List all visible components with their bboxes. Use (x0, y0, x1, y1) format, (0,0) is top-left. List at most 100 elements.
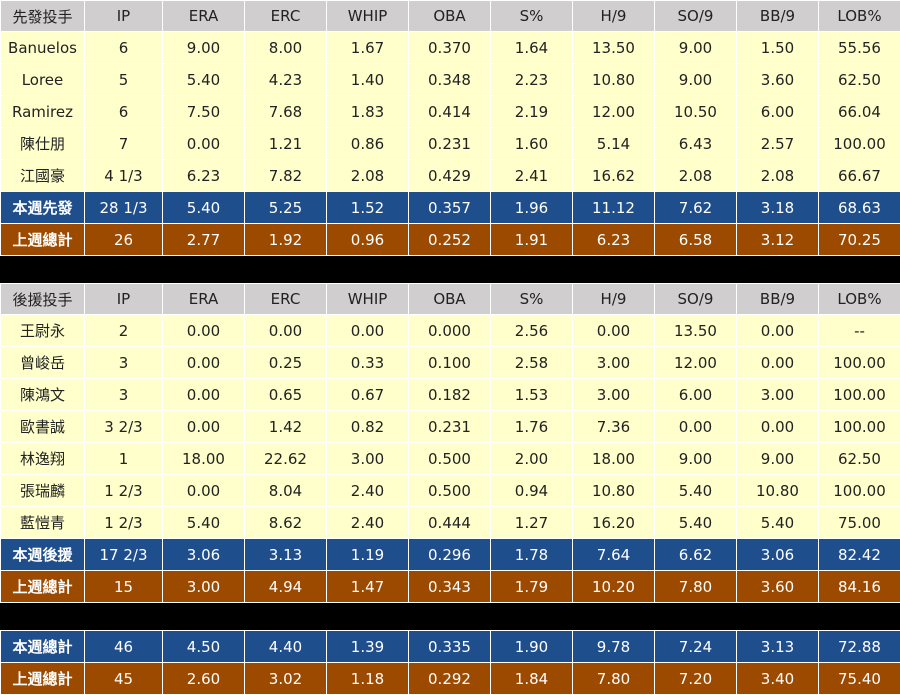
stat-cell: 3.13 (737, 631, 819, 663)
stat-cell: 5.40 (655, 507, 737, 539)
stat-cell: 0.231 (409, 128, 491, 160)
stat-cell: 1.92 (245, 224, 327, 256)
stat-cell: 1 2/3 (85, 475, 163, 507)
stat-cell: 18.00 (573, 443, 655, 475)
stat-cell: 0.100 (409, 347, 491, 379)
column-header: 先發投手 (1, 1, 85, 32)
stat-cell: 0.444 (409, 507, 491, 539)
stat-cell: 1.50 (737, 32, 819, 64)
column-header: ERC (245, 284, 327, 315)
column-header: OBA (409, 1, 491, 32)
column-header: LOB% (819, 284, 900, 315)
stat-cell: 45 (85, 663, 163, 695)
stat-cell: 18.00 (163, 443, 245, 475)
stat-cell: 1.67 (327, 32, 409, 64)
stat-cell: 0.429 (409, 160, 491, 192)
stat-cell: 1.53 (491, 379, 573, 411)
stat-cell: 100.00 (819, 411, 900, 443)
stat-cell: 7.20 (655, 663, 737, 695)
column-header: LOB% (819, 1, 900, 32)
stat-cell: 0.000 (409, 315, 491, 347)
stat-cell: 1.18 (327, 663, 409, 695)
stat-cell: 0.414 (409, 96, 491, 128)
stat-cell: 3.12 (737, 224, 819, 256)
stat-cell: 100.00 (819, 128, 900, 160)
stat-cell: 28 1/3 (85, 192, 163, 224)
stat-cell: 0.00 (737, 347, 819, 379)
row-label: 張瑞麟 (1, 475, 85, 507)
stat-cell: 12.00 (655, 347, 737, 379)
stat-cell: 2.23 (491, 64, 573, 96)
stat-cell: 0.00 (163, 411, 245, 443)
column-header: IP (85, 284, 163, 315)
stat-cell: 0.00 (655, 411, 737, 443)
column-header: IP (85, 1, 163, 32)
stat-cell: 0.00 (245, 315, 327, 347)
column-header: S% (491, 284, 573, 315)
stat-cell: -- (819, 315, 900, 347)
stat-cell: 1.27 (491, 507, 573, 539)
stat-cell: 4.94 (245, 571, 327, 603)
stat-cell: 2.08 (655, 160, 737, 192)
stat-cell: 70.25 (819, 224, 900, 256)
stat-cell: 1.78 (491, 539, 573, 571)
stat-cell: 2.77 (163, 224, 245, 256)
row-label: 本週總計 (1, 631, 85, 663)
row-label: 上週總計 (1, 224, 85, 256)
stat-cell: 8.62 (245, 507, 327, 539)
section-separator (0, 603, 900, 630)
stat-cell: 0.500 (409, 475, 491, 507)
stat-cell: 0.96 (327, 224, 409, 256)
stat-cell: 3.00 (737, 379, 819, 411)
stat-cell: 0.00 (327, 315, 409, 347)
stat-cell: 4 1/3 (85, 160, 163, 192)
stat-cell: 100.00 (819, 475, 900, 507)
stat-cell: 2.08 (737, 160, 819, 192)
column-header: S% (491, 1, 573, 32)
stat-cell: 2.40 (327, 475, 409, 507)
stat-cell: 2.56 (491, 315, 573, 347)
stat-cell: 1.19 (327, 539, 409, 571)
stat-cell: 1.96 (491, 192, 573, 224)
row-label: 林逸翔 (1, 443, 85, 475)
stat-cell: 1.52 (327, 192, 409, 224)
stat-cell: 72.88 (819, 631, 900, 663)
column-header: H/9 (573, 284, 655, 315)
column-header: WHIP (327, 1, 409, 32)
stat-cell: 5.14 (573, 128, 655, 160)
stat-cell: 2.41 (491, 160, 573, 192)
stat-cell: 2.00 (491, 443, 573, 475)
stat-cell: 3.00 (573, 347, 655, 379)
stat-cell: 6.43 (655, 128, 737, 160)
row-label: Banuelos (1, 32, 85, 64)
row-label: 本週先發 (1, 192, 85, 224)
stat-cell: 3.18 (737, 192, 819, 224)
stat-cell: 0.252 (409, 224, 491, 256)
stat-cell: 7.64 (573, 539, 655, 571)
column-header: SO/9 (655, 284, 737, 315)
stat-cell: 2.08 (327, 160, 409, 192)
stat-cell: 5.40 (737, 507, 819, 539)
stat-cell: 3 (85, 379, 163, 411)
stat-cell: 0.00 (163, 315, 245, 347)
stat-cell: 68.63 (819, 192, 900, 224)
stat-cell: 0.00 (163, 128, 245, 160)
stat-cell: 2 (85, 315, 163, 347)
stat-cell: 1.79 (491, 571, 573, 603)
column-header: ERC (245, 1, 327, 32)
stat-cell: 66.04 (819, 96, 900, 128)
stat-cell: 66.67 (819, 160, 900, 192)
stat-cell: 0.348 (409, 64, 491, 96)
stat-cell: 0.231 (409, 411, 491, 443)
